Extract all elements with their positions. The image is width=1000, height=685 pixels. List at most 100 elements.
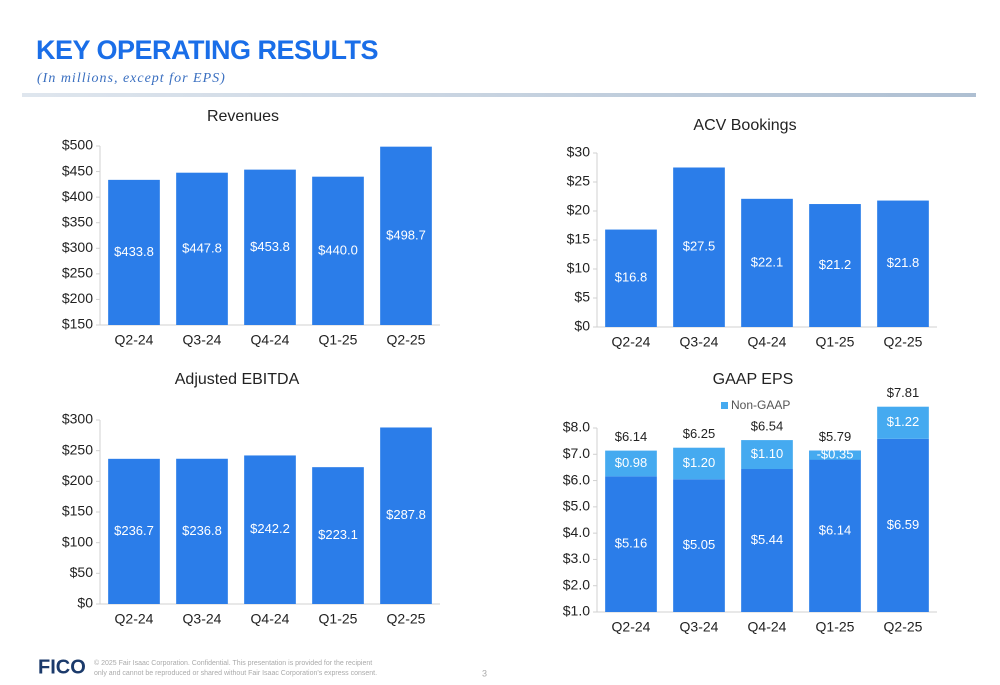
x-tick-label: Q4-24: [748, 334, 787, 350]
value-label: $5.05: [683, 537, 716, 552]
bar: [176, 458, 228, 604]
x-tick-label: Q2-24: [115, 611, 154, 627]
total-label: $6.14: [615, 429, 648, 444]
x-tick-label: Q2-25: [387, 332, 426, 348]
total-label: $7.81: [887, 385, 920, 400]
x-tick-label: Q4-24: [251, 332, 290, 348]
y-tick-label: $7.0: [563, 445, 590, 461]
chart-title: Revenues: [207, 108, 279, 125]
page-number: 3: [482, 668, 487, 678]
x-tick-label: Q2-24: [612, 619, 651, 635]
x-tick-label: Q1-25: [816, 334, 855, 350]
value-label: $5.44: [751, 532, 784, 547]
chart-title: ACV Bookings: [693, 117, 796, 134]
value-label: $440.0: [318, 242, 358, 257]
x-tick-label: Q3-24: [183, 611, 222, 627]
chart-title: GAAP EPS: [713, 371, 794, 388]
bar: [741, 198, 793, 327]
value-label: $223.1: [318, 527, 358, 542]
footer-text: © 2025 Fair Isaac Corporation. Confident…: [94, 659, 372, 667]
y-tick-label: $250: [62, 441, 93, 457]
bar: [673, 167, 725, 327]
y-tick-label: $15: [567, 231, 591, 247]
y-tick-label: $5.0: [563, 498, 590, 514]
bar-segment: [673, 447, 725, 480]
bar: [108, 458, 160, 604]
total-label: $6.25: [683, 426, 716, 441]
y-tick-label: $3.0: [563, 550, 590, 566]
y-tick-label: $6.0: [563, 471, 590, 487]
x-tick-label: Q3-24: [183, 332, 222, 348]
value-label: $453.8: [250, 239, 290, 254]
value-label: $447.8: [182, 240, 222, 255]
y-tick-label: $150: [62, 316, 93, 332]
x-tick-label: Q3-24: [680, 619, 719, 635]
value-label: $242.2: [250, 521, 290, 536]
y-tick-label: $10: [567, 260, 591, 276]
y-tick-label: $350: [62, 213, 93, 229]
y-tick-label: $400: [62, 188, 93, 204]
total-label: $5.79: [819, 429, 852, 444]
y-tick-label: $2.0: [563, 576, 590, 592]
y-tick-label: $0: [77, 595, 93, 611]
y-tick-label: $450: [62, 162, 93, 178]
bar: [312, 176, 364, 325]
total-label: $6.54: [751, 419, 784, 434]
bar-segment: [877, 438, 929, 612]
x-tick-label: Q4-24: [748, 619, 787, 635]
value-label: $22.1: [751, 254, 784, 269]
bar-segment: [809, 450, 861, 460]
value-label: $287.8: [386, 507, 426, 522]
value-label: $236.8: [182, 523, 222, 538]
bar: [809, 204, 861, 327]
header-rule: [22, 93, 976, 97]
y-tick-label: $0: [574, 318, 590, 334]
value-label: $433.8: [114, 244, 154, 259]
bar: [244, 455, 296, 604]
bar: [108, 179, 160, 325]
y-tick-label: $4.0: [563, 524, 590, 540]
y-tick-label: $100: [62, 533, 93, 549]
value-label: -$0.35: [817, 447, 854, 462]
y-tick-label: $50: [70, 564, 94, 580]
bar-segment: [605, 450, 657, 477]
y-tick-label: $1.0: [563, 603, 590, 619]
slide-subtitle: (In millions, except for EPS): [37, 71, 226, 86]
value-label: $1.20: [683, 455, 716, 470]
chart-title: Adjusted EBITDA: [175, 371, 300, 388]
x-tick-label: Q2-24: [612, 334, 651, 350]
bar: [244, 169, 296, 325]
bar: [176, 172, 228, 325]
bar-segment: [809, 450, 861, 612]
y-tick-label: $300: [62, 239, 93, 255]
x-tick-label: Q2-25: [387, 611, 426, 627]
y-tick-label: $250: [62, 265, 93, 281]
bar: [877, 200, 929, 327]
value-label: $0.98: [615, 455, 648, 470]
y-tick-label: $150: [62, 503, 93, 519]
y-tick-label: $8.0: [563, 419, 590, 435]
y-tick-label: $25: [567, 173, 591, 189]
legend-label: Non-GAAP: [731, 398, 790, 412]
x-tick-label: Q1-25: [319, 611, 358, 627]
footer-text: only and cannot be reproduced or shared …: [94, 670, 377, 677]
bar: [380, 146, 432, 325]
bar-segment: [877, 406, 929, 439]
bar-segment: [741, 440, 793, 470]
y-tick-label: $30: [567, 144, 591, 160]
y-tick-label: $500: [62, 137, 93, 153]
x-tick-label: Q2-25: [884, 334, 923, 350]
y-tick-label: $20: [567, 202, 591, 218]
x-tick-label: Q3-24: [680, 334, 719, 350]
value-label: $236.7: [114, 523, 154, 538]
value-label: $5.16: [615, 536, 648, 551]
x-tick-label: Q2-24: [115, 332, 154, 348]
x-tick-label: Q1-25: [816, 619, 855, 635]
bar: [380, 427, 432, 604]
value-label: $1.22: [887, 414, 920, 429]
y-tick-label: $200: [62, 290, 93, 306]
y-tick-label: $5: [574, 289, 590, 305]
value-label: $498.7: [386, 227, 426, 242]
bar-segment: [741, 469, 793, 612]
